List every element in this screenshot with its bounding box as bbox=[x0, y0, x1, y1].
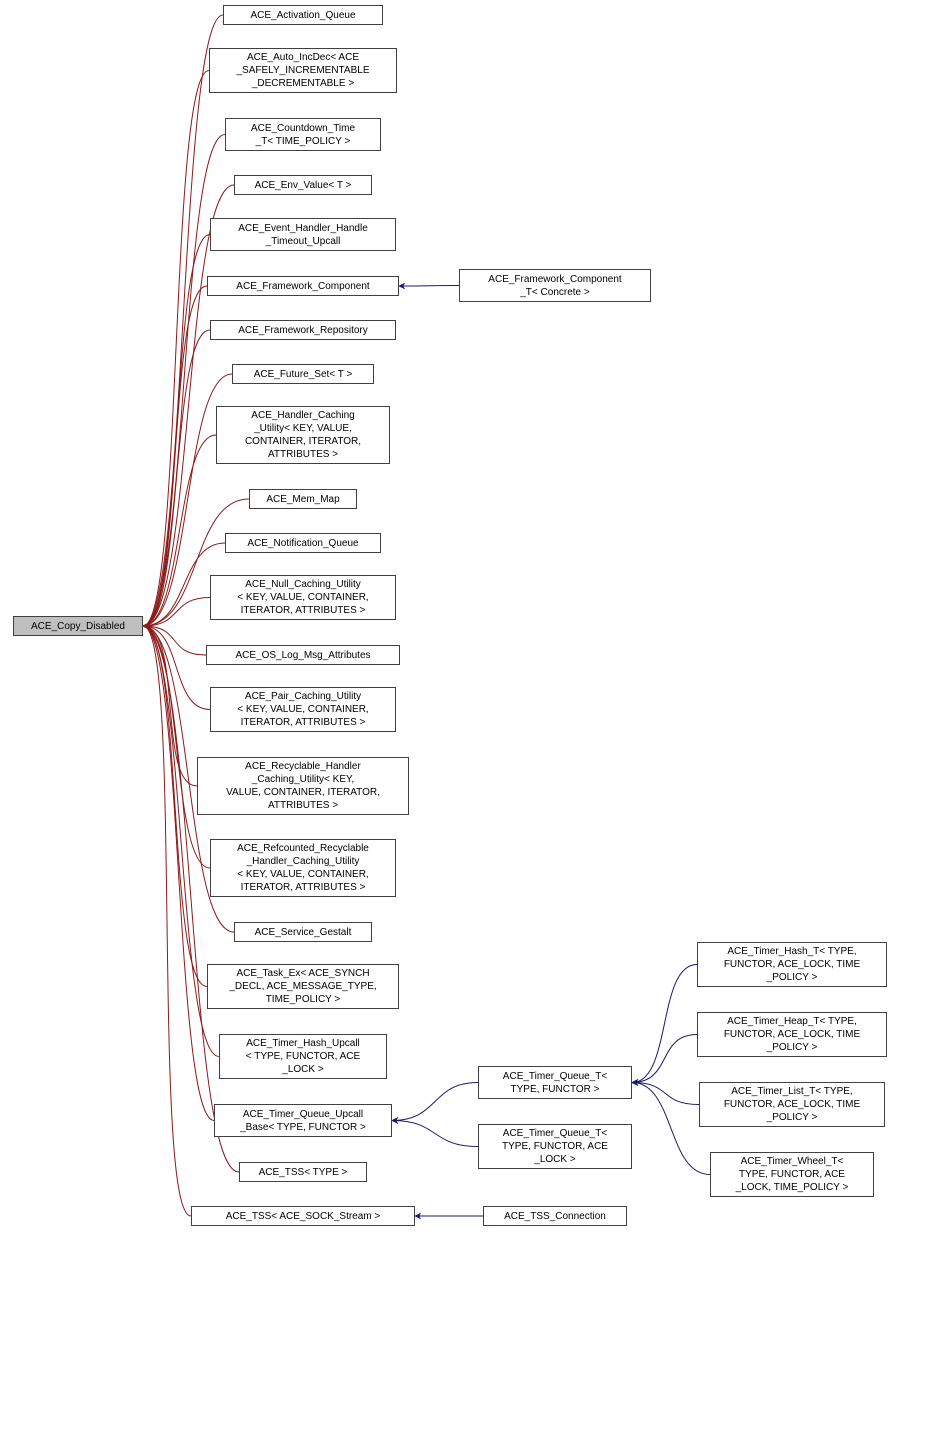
inheritance-edge bbox=[632, 1083, 699, 1105]
class-node[interactable]: ACE_TSS< TYPE > bbox=[239, 1162, 367, 1182]
class-node[interactable]: ACE_Recyclable_Handler _Caching_Utility<… bbox=[197, 757, 409, 815]
class-node[interactable]: ACE_Timer_Queue_Upcall _Base< TYPE, FUNC… bbox=[214, 1104, 392, 1137]
class-node[interactable]: ACE_OS_Log_Msg_Attributes bbox=[206, 645, 400, 665]
class-node[interactable]: ACE_Framework_Component bbox=[207, 276, 399, 296]
class-node[interactable]: ACE_Activation_Queue bbox=[223, 5, 383, 25]
inheritance-edge bbox=[143, 626, 214, 1121]
class-node[interactable]: ACE_Refcounted_Recyclable _Handler_Cachi… bbox=[210, 839, 396, 897]
inheritance-edge bbox=[143, 626, 210, 710]
inheritance-edge bbox=[399, 286, 459, 287]
class-node[interactable]: ACE_Copy_Disabled bbox=[13, 616, 143, 636]
class-node[interactable]: ACE_Countdown_Time _T< TIME_POLICY > bbox=[225, 118, 381, 151]
class-node[interactable]: ACE_Framework_Repository bbox=[210, 320, 396, 340]
class-node[interactable]: ACE_Null_Caching_Utility < KEY, VALUE, C… bbox=[210, 575, 396, 620]
class-node[interactable]: ACE_Timer_List_T< TYPE, FUNCTOR, ACE_LOC… bbox=[699, 1082, 885, 1127]
inheritance-edge bbox=[143, 435, 216, 626]
class-node[interactable]: ACE_Env_Value< T > bbox=[234, 175, 372, 195]
edges-layer bbox=[0, 0, 949, 1431]
inheritance-edge bbox=[143, 626, 206, 655]
inheritance-edge bbox=[143, 626, 191, 1216]
class-node[interactable]: ACE_Task_Ex< ACE_SYNCH _DECL, ACE_MESSAG… bbox=[207, 964, 399, 1009]
class-node[interactable]: ACE_Auto_IncDec< ACE _SAFELY_INCREMENTAB… bbox=[209, 48, 397, 93]
class-node[interactable]: ACE_Framework_Component _T< Concrete > bbox=[459, 269, 651, 302]
inheritance-edge bbox=[143, 626, 197, 786]
inheritance-edge bbox=[392, 1121, 478, 1147]
class-node[interactable]: ACE_Timer_Wheel_T< TYPE, FUNCTOR, ACE _L… bbox=[710, 1152, 874, 1197]
class-node[interactable]: ACE_Service_Gestalt bbox=[234, 922, 372, 942]
inheritance-diagram: ACE_Copy_Disabled ACE_Activation_Queue ACE… bbox=[0, 0, 949, 1431]
class-node[interactable]: ACE_Timer_Queue_T< TYPE, FUNCTOR, ACE _L… bbox=[478, 1124, 632, 1169]
class-node[interactable]: ACE_Event_Handler_Handle _Timeout_Upcall bbox=[210, 218, 396, 251]
inheritance-edge bbox=[392, 1083, 478, 1121]
inheritance-edge bbox=[632, 965, 697, 1083]
class-node[interactable]: ACE_Timer_Queue_T< TYPE, FUNCTOR > bbox=[478, 1066, 632, 1099]
class-node[interactable]: ACE_Timer_Hash_Upcall < TYPE, FUNCTOR, A… bbox=[219, 1034, 387, 1079]
class-node[interactable]: ACE_Notification_Queue bbox=[225, 533, 381, 553]
class-node[interactable]: ACE_Pair_Caching_Utility < KEY, VALUE, C… bbox=[210, 687, 396, 732]
inheritance-edge bbox=[143, 235, 210, 627]
inheritance-edge bbox=[143, 135, 225, 627]
class-node[interactable]: ACE_Timer_Hash_T< TYPE, FUNCTOR, ACE_LOC… bbox=[697, 942, 887, 987]
class-node[interactable]: ACE_TSS< ACE_SOCK_Stream > bbox=[191, 1206, 415, 1226]
inheritance-edge bbox=[143, 286, 207, 626]
class-node[interactable]: ACE_Timer_Heap_T< TYPE, FUNCTOR, ACE_LOC… bbox=[697, 1012, 887, 1057]
inheritance-edge bbox=[632, 1035, 697, 1083]
inheritance-edge bbox=[143, 330, 210, 626]
class-node[interactable]: ACE_TSS_Connection bbox=[483, 1206, 627, 1226]
inheritance-edge bbox=[143, 71, 209, 627]
class-node[interactable]: ACE_Handler_Caching _Utility< KEY, VALUE… bbox=[216, 406, 390, 464]
class-node[interactable]: ACE_Mem_Map bbox=[249, 489, 357, 509]
inheritance-edge bbox=[143, 626, 210, 868]
inheritance-edge bbox=[143, 598, 210, 627]
class-node[interactable]: ACE_Future_Set< T > bbox=[232, 364, 374, 384]
